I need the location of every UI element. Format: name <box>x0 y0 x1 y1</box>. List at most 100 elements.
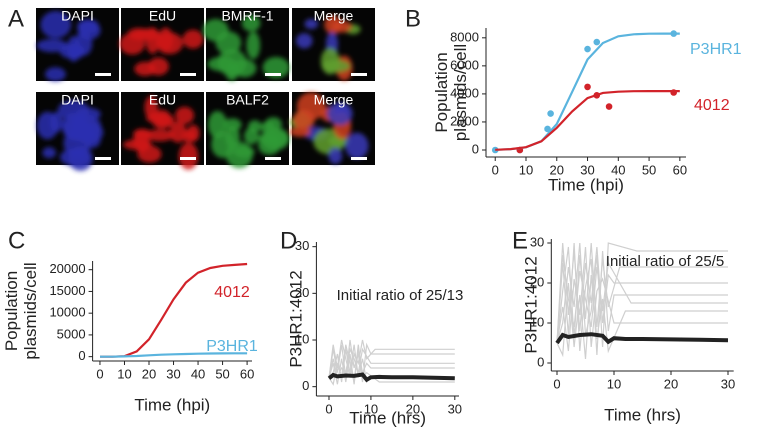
signal-blob <box>292 109 315 130</box>
scale-bar <box>180 73 196 76</box>
signal-blob <box>137 145 162 163</box>
data-point <box>547 110 554 117</box>
data-point <box>605 103 613 110</box>
data-line <box>556 242 728 348</box>
x-tick-label: 30 <box>166 366 180 381</box>
y-axis-label: plasmids/cell <box>21 262 40 359</box>
image-label: DAPI <box>61 8 94 24</box>
y-tick-label: 0 <box>472 141 479 156</box>
x-tick-label: 10 <box>117 366 131 381</box>
scale-bar <box>95 73 111 76</box>
y-tick-label: 15000 <box>49 283 85 298</box>
signal-blob <box>246 31 261 60</box>
signal-blob <box>304 18 319 30</box>
y-axis-label: Population <box>2 271 21 351</box>
signal-blob <box>207 56 238 72</box>
annotation: Initial ratio of 25/13 <box>337 287 464 304</box>
x-tick-label: 0 <box>325 401 332 416</box>
x-tick-label: 20 <box>664 376 678 391</box>
image-label: BMRF-1 <box>221 8 273 24</box>
x-tick-label: 0 <box>553 376 560 391</box>
micrograph-signal <box>36 10 101 82</box>
signal-blob <box>175 106 195 125</box>
legend-label: 4012 <box>694 97 730 114</box>
signal-blob <box>182 29 204 49</box>
scale-bar <box>265 73 281 76</box>
x-tick-label: 30 <box>721 376 735 391</box>
x-tick-label: 60 <box>240 366 254 381</box>
signal-blob <box>44 67 66 82</box>
y-axis-label: P3HR1:4012 <box>521 256 540 353</box>
signal-blob <box>331 20 352 33</box>
image-label: EdU <box>149 92 176 108</box>
y-tick-label: 8000 <box>450 29 479 44</box>
data-line <box>328 347 455 380</box>
data-line <box>100 352 248 358</box>
micrographs: DAPI EdU BMRF-1 Merge DAPI EdU BALF2 Merge <box>36 8 375 171</box>
y-tick-label: 0 <box>78 348 85 363</box>
image-label: DAPI <box>61 92 94 108</box>
x-tick-label: 10 <box>607 376 621 391</box>
panel-label: A <box>8 5 24 32</box>
micrograph-signal <box>123 95 200 170</box>
panel-label: D <box>280 227 297 254</box>
y-axis-label: Population <box>432 52 451 132</box>
micrograph-signal <box>207 110 290 169</box>
data-line <box>555 332 729 345</box>
y-tick-label: 0 <box>302 378 309 393</box>
legend-label: P3HR1 <box>206 338 258 355</box>
signal-blob <box>133 28 161 41</box>
x-axis-label: Time (hpi) <box>548 175 624 194</box>
scale-bar <box>95 157 111 160</box>
signal-blob <box>59 43 85 59</box>
scale-bar <box>265 157 281 160</box>
y-tick-label: 4000 <box>450 85 479 100</box>
data-line <box>556 254 728 344</box>
signal-blob <box>328 147 343 165</box>
x-tick-label: 0 <box>492 162 499 177</box>
image-label: Merge <box>314 92 354 108</box>
data-line <box>495 90 680 151</box>
x-tick-label: 40 <box>611 162 625 177</box>
annotation: Initial ratio of 25/5 <box>606 253 724 270</box>
signal-blob <box>241 15 261 32</box>
y-tick-label: 20 <box>295 285 309 300</box>
signal-blob <box>295 33 313 49</box>
signal-blob <box>36 38 68 53</box>
y-tick-label: 20000 <box>49 261 85 276</box>
signal-blob <box>327 102 353 125</box>
y-tick-label: 10000 <box>49 305 85 320</box>
y-tick-label: 30 <box>530 234 544 249</box>
signal-blob <box>147 57 169 76</box>
x-tick-label: 60 <box>673 162 687 177</box>
signal-blob <box>257 133 280 145</box>
signal-blob <box>178 142 199 170</box>
x-tick-label: 20 <box>550 162 564 177</box>
x-tick-label: 30 <box>580 162 594 177</box>
signal-blob <box>155 32 183 55</box>
data-point <box>584 45 591 53</box>
image-label: BALF2 <box>226 92 269 108</box>
x-tick-label: 20 <box>406 401 420 416</box>
x-tick-label: 50 <box>642 162 656 177</box>
image-label: EdU <box>149 8 176 24</box>
signal-blob <box>320 47 340 75</box>
signal-blob <box>223 118 242 132</box>
signal-blob <box>123 139 153 150</box>
signal-blob <box>345 132 369 160</box>
data-point <box>584 83 591 91</box>
data-line <box>328 349 455 385</box>
data-line <box>556 242 728 356</box>
x-tick-label: 40 <box>191 366 205 381</box>
data-line <box>327 372 455 383</box>
signal-blob <box>40 10 72 39</box>
signal-blob <box>75 107 101 121</box>
signal-blob <box>68 146 93 171</box>
scale-bar <box>351 73 367 76</box>
micrograph-signal <box>202 15 290 81</box>
signal-blob <box>262 56 290 79</box>
signal-blob <box>202 18 229 42</box>
panel-label: C <box>8 227 25 254</box>
signal-blob <box>233 146 255 158</box>
x-axis-label: Time (hrs) <box>349 408 426 427</box>
